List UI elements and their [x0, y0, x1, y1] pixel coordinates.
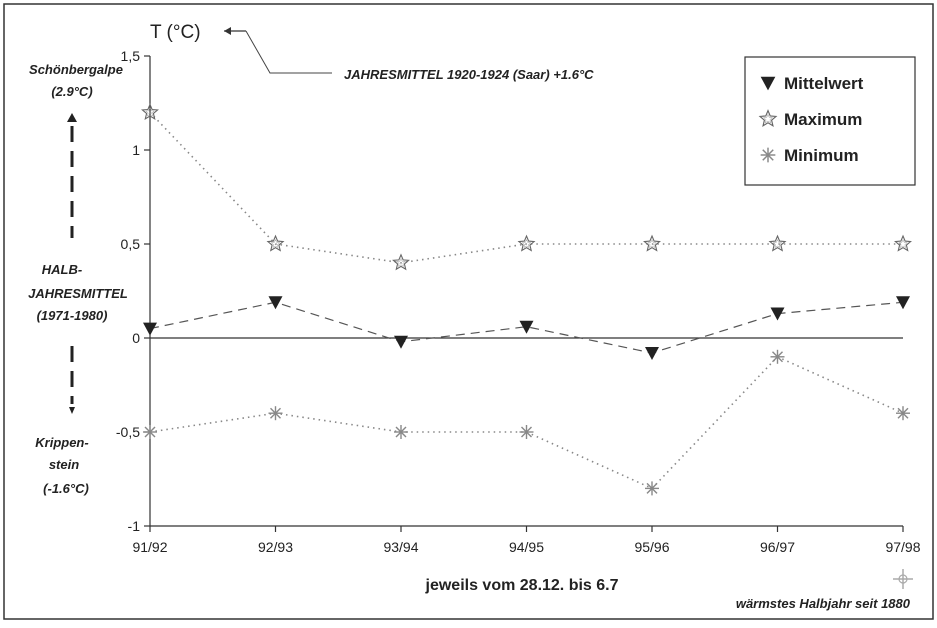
- x-tick-label: 94/95: [509, 539, 544, 555]
- jahresmittel-leader-line: [245, 30, 332, 74]
- series-line-minimum: [149, 355, 904, 490]
- y-tick-label: -0,5: [116, 424, 140, 440]
- data-point-minimum: [268, 406, 283, 421]
- data-point-maximum: [141, 102, 159, 121]
- legend-marker-minimum: [760, 147, 776, 163]
- outer-frame: [3, 3, 934, 620]
- x-tick-label: 91/92: [132, 539, 167, 555]
- bottom-ref-line2: stein: [49, 457, 79, 472]
- jahresmittel-annotation: JAHRESMITTEL 1920-1924 (Saar) +1.6°C: [344, 67, 594, 82]
- data-point-minimum: [770, 349, 785, 364]
- data-point-maximum: [266, 234, 285, 252]
- legend-label-minimum: Minimum: [784, 146, 859, 165]
- bottom-ref-value: (-1.6°C): [43, 481, 89, 496]
- down-dashed-arrow: [69, 346, 75, 414]
- data-point-mittelwert: [394, 335, 408, 349]
- legend-marker-mittelwert: [760, 76, 776, 91]
- data-point-minimum: [645, 481, 659, 496]
- up-dashed-arrow: [67, 113, 77, 238]
- series-line-maximum: [149, 111, 903, 264]
- x-tick-label: 97/98: [885, 539, 920, 555]
- y-axis-title: T (°C): [150, 22, 201, 43]
- series-layer: [141, 102, 912, 496]
- data-point-minimum: [143, 425, 157, 439]
- data-point-minimum: [896, 406, 910, 421]
- mid-ref-line3: (1971-1980): [37, 308, 108, 323]
- data-point-mittelwert: [770, 307, 785, 321]
- x-tick-label: 92/93: [258, 539, 293, 555]
- x-tick-label: 96/97: [760, 539, 795, 555]
- mid-ref-line1: HALB-: [42, 262, 82, 277]
- data-point-mittelwert: [519, 320, 534, 334]
- data-point-mittelwert: [143, 322, 157, 336]
- data-point-minimum: [394, 425, 408, 439]
- y-tick-label: 1,5: [121, 48, 141, 64]
- x-tick-label: 95/96: [634, 539, 669, 555]
- warmest-footnote: wärmstes Halbjahr seit 1880: [736, 596, 911, 611]
- data-point-maximum: [768, 234, 787, 252]
- legend-label-mittelwert: Mittelwert: [784, 74, 864, 93]
- x-ticks: 91/92 92/93 93/94 94/95 95/96 96/97 97/98: [132, 526, 921, 555]
- mid-ref-line2: JAHRESMITTEL: [28, 286, 128, 301]
- y-tick-label: 0: [132, 330, 140, 346]
- data-point-mittelwert: [645, 347, 659, 361]
- data-point-minimum: [519, 425, 534, 439]
- y-tick-label: -1: [128, 518, 141, 534]
- x-axis-title: jeweils vom 28.12. bis 6.7: [425, 577, 619, 594]
- bottom-ref-line1: Krippen-: [35, 435, 88, 450]
- x-tick-label: 93/94: [383, 539, 418, 555]
- top-ref-name: Schönbergalpe: [29, 62, 123, 77]
- y-tick-label: 0,5: [121, 236, 141, 252]
- data-point-maximum: [643, 234, 661, 252]
- data-point-maximum: [392, 253, 410, 271]
- data-point-maximum: [517, 234, 536, 252]
- y-ticks: -1 -0,5 0 0,5 1 1,5: [116, 48, 150, 534]
- warmest-mark-icon: [893, 569, 913, 589]
- y-tick-label: 1: [132, 142, 140, 158]
- y-axis-title-arrow: [224, 27, 246, 35]
- legend-label-maximum: Maximum: [784, 110, 862, 129]
- data-point-maximum: [894, 234, 912, 252]
- data-point-mittelwert: [268, 296, 283, 310]
- legend-marker-maximum: [758, 109, 778, 128]
- data-point-mittelwert: [896, 296, 910, 310]
- legend: Mittelwert Maximum Minimum: [744, 56, 916, 186]
- top-ref-value: (2.9°C): [51, 84, 92, 99]
